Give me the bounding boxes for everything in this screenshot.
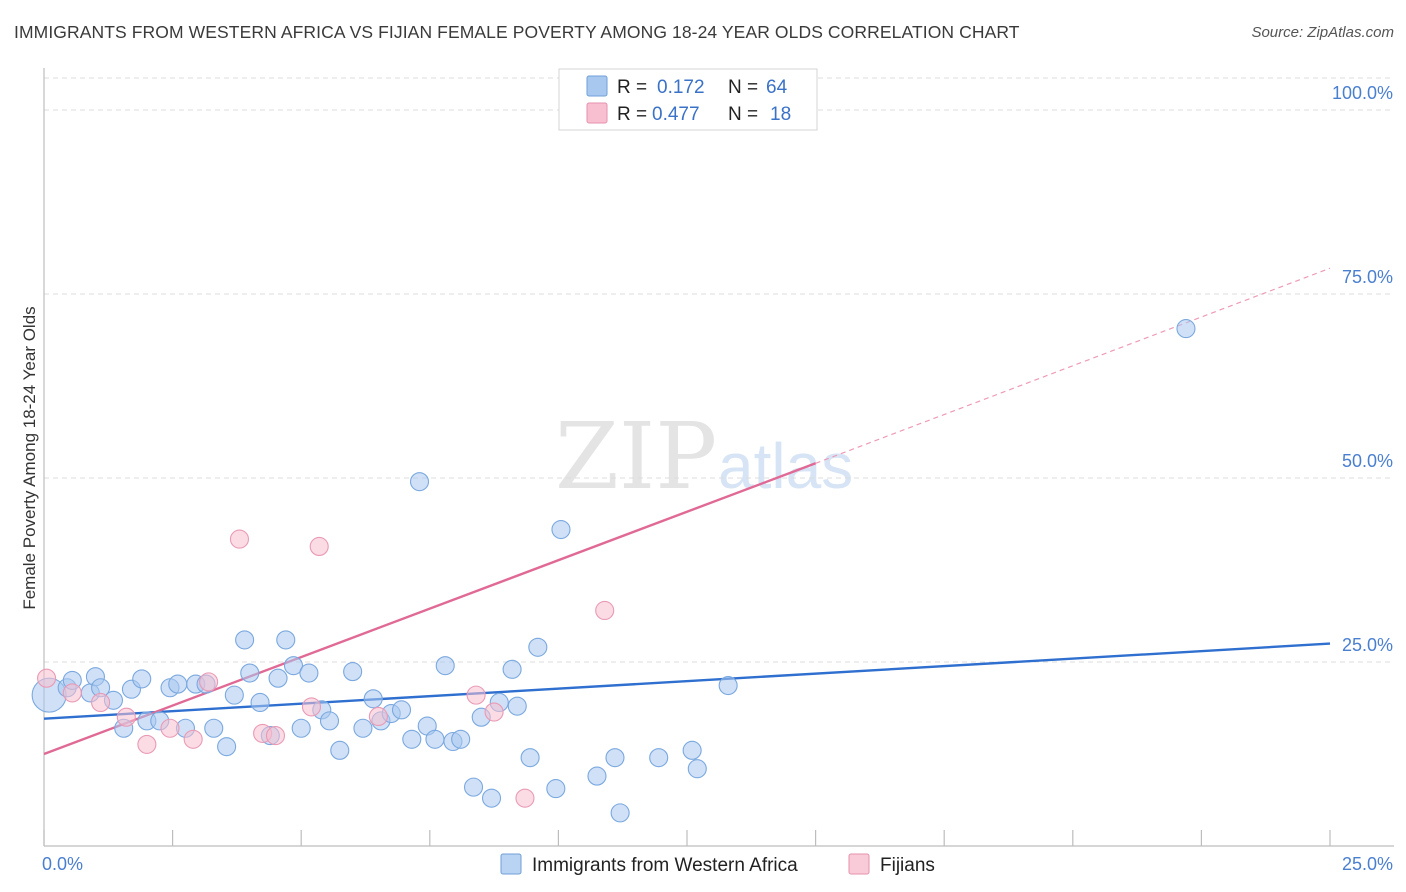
point-western-africa-26 [283,656,304,676]
chart-title: IMMIGRANTS FROM WESTERN AFRICA VS FIJIAN… [14,22,1020,42]
point-western-africa-57 [610,803,630,823]
bottom-legend-swatch-blue [500,853,522,875]
point-fijians-17 [595,600,615,621]
point-fijians-1 [62,683,82,703]
point-western-africa-59 [682,740,702,760]
point-western-africa-18 [217,737,237,757]
point-western-africa-42 [435,656,455,676]
point-western-africa-13 [168,674,188,694]
point-western-africa-51 [520,748,540,768]
point-western-africa-56 [605,748,625,768]
point-western-africa-31 [330,740,350,760]
point-western-africa-32 [343,662,363,682]
point-western-africa-62 [1176,319,1196,339]
point-western-africa-45 [463,777,484,797]
x-tick-label-max: 25.0% [1342,854,1393,874]
point-western-africa-21 [240,663,260,683]
point-western-africa-28 [299,663,319,683]
point-western-africa-60 [687,759,707,779]
chart-source: Source: ZipAtlas.com [1251,24,1394,41]
legend-r-value-blue: 0.172 [657,77,705,98]
point-western-africa-33 [353,718,373,738]
point-western-africa-58 [649,748,669,768]
point-western-africa-61 [718,676,738,696]
point-western-africa-38 [402,729,422,749]
point-western-africa-55 [587,766,607,786]
bottom-legend-label-blue: Immigrants from Western Africa [532,855,798,876]
trend-lines [43,267,1331,756]
legend-r-label-pink: R = [617,104,647,125]
point-fijians-10 [265,726,286,746]
point-western-africa-50 [507,696,527,716]
point-western-africa-39 [409,472,430,492]
point-western-africa-34 [363,689,383,709]
point-fijians-11 [301,697,322,717]
y-tick-label-25: 25.0% [1342,635,1393,655]
point-western-africa-30 [319,711,340,731]
point-fijians-0 [37,668,57,688]
point-fijians-12 [309,536,329,556]
y-tick-label-75: 75.0% [1342,267,1393,287]
point-western-africa-37 [391,700,412,720]
y-axis-label: Female Poverty Among 18-24 Year Olds [20,306,39,609]
legend-n-label-blue: N = [728,77,758,98]
point-western-africa-17 [204,718,224,738]
point-fijians-14 [466,685,486,705]
legend-r-label-blue: R = [617,77,647,98]
point-western-africa-9 [132,669,152,689]
axes [43,68,1394,847]
y-tick-label-50: 50.0% [1342,451,1393,471]
point-western-africa-20 [235,630,255,650]
point-fijians-8 [229,529,250,549]
point-western-africa-47 [481,788,502,808]
point-fijians-5 [160,718,180,738]
legend: R = 0.172 N = 64 R = 0.477 N = 18 [558,68,818,131]
point-western-africa-52 [528,637,548,657]
y-tick-label-100: 100.0% [1332,83,1393,103]
watermark-zip: ZIP [555,403,717,510]
bottom-legend-swatch-pink [848,853,870,875]
tick-labels: 100.0% 75.0% 50.0% 25.0% 0.0% 25.0% [42,83,1393,874]
point-western-africa-53 [546,779,566,799]
point-western-africa-54 [551,519,571,540]
gridlines [44,77,1394,663]
point-fijians-15 [484,702,504,722]
legend-swatch-pink [586,102,608,124]
trend-line-fijians [43,462,817,756]
point-fijians-16 [515,788,535,808]
point-western-africa-41 [425,729,445,749]
point-fijians-6 [183,729,203,749]
legend-swatch-blue [586,75,608,97]
point-fijians-4 [137,734,157,754]
legend-r-value-pink: 0.477 [652,104,700,125]
point-fijians-3 [116,707,136,727]
point-western-africa-19 [224,685,244,705]
point-fijians-2 [91,692,111,713]
watermark-atlas: atlas [718,430,853,502]
legend-n-label-pink: N = [728,104,758,125]
point-western-africa-22 [250,692,270,713]
legend-n-value-blue: 64 [766,77,788,98]
x-tick-label-min: 0.0% [42,854,83,874]
trend-line-fijians-extension [815,267,1331,464]
data-points [31,319,1196,823]
point-western-africa-24 [268,668,288,688]
point-western-africa-27 [291,718,311,738]
point-fijians-7 [199,672,219,692]
bottom-legend-label-pink: Fijians [880,855,935,876]
bottom-legend: Immigrants from Western Africa Fijians [500,853,935,876]
point-fijians-13 [368,706,388,727]
point-western-africa-44 [451,729,471,749]
point-western-africa-25 [276,630,296,650]
legend-n-value-pink: 18 [770,104,791,125]
point-western-africa-49 [502,659,522,679]
